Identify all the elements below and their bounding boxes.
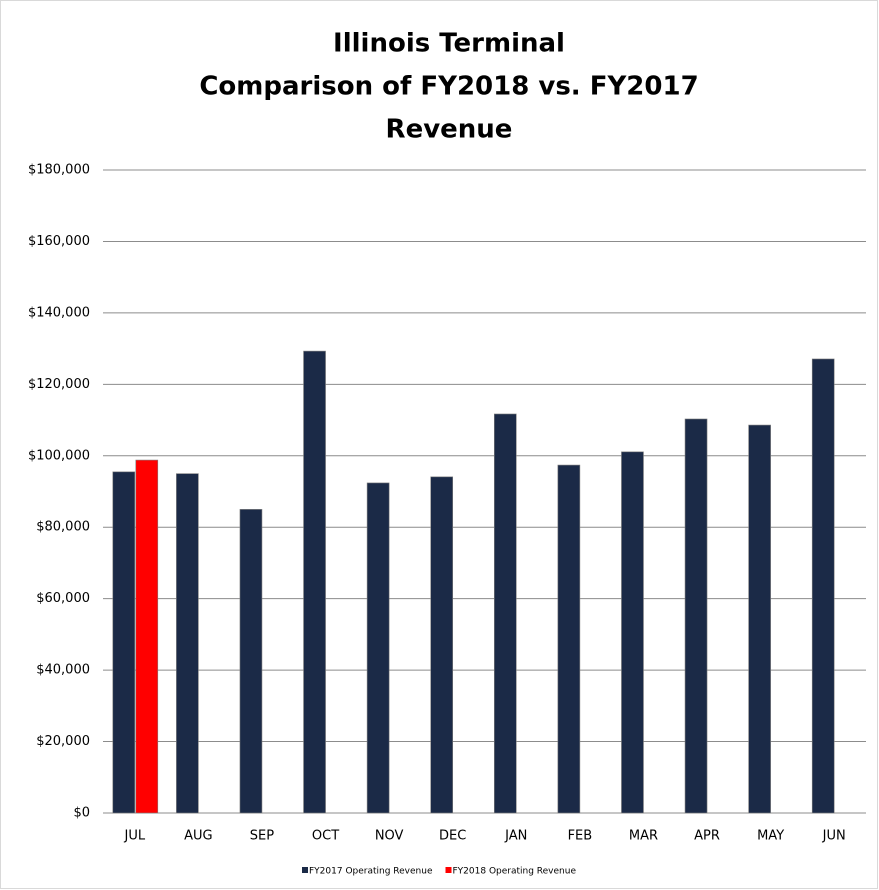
bar: [430, 476, 454, 814]
chart-title: Comparison of FY2018 vs. FY2017: [199, 72, 698, 102]
x-tick-label: MAY: [757, 829, 784, 844]
y-tick-label: $120,000: [28, 377, 90, 392]
x-tick-label: DEC: [439, 829, 466, 844]
bar: [239, 509, 263, 814]
x-tick-label: JUN: [822, 829, 846, 844]
x-tick-label: OCT: [312, 829, 339, 844]
bar: [748, 424, 771, 814]
bar: [811, 358, 835, 814]
legend-swatch: [445, 867, 452, 873]
chart-title: Revenue: [386, 115, 513, 145]
bar: [135, 459, 159, 814]
x-tick-label: JAN: [504, 829, 527, 844]
y-tick-label: $80,000: [36, 520, 90, 535]
y-tick-label: $180,000: [28, 163, 90, 178]
y-tick-label: $20,000: [36, 734, 90, 749]
x-tick-label: FEB: [568, 829, 593, 844]
legend-label: FY2018 Operating Revenue: [453, 867, 577, 877]
y-tick-label: $100,000: [28, 448, 90, 463]
x-tick-label: APR: [694, 829, 720, 844]
x-tick-label: AUG: [184, 829, 212, 844]
bar: [621, 451, 644, 814]
y-tick-label: $60,000: [36, 591, 90, 606]
y-tick-label: $40,000: [36, 663, 90, 678]
x-tick-label: JUL: [123, 829, 145, 844]
bar: [493, 413, 517, 814]
y-tick-label: $140,000: [28, 305, 90, 320]
legend-label: FY2017 Operating Revenue: [309, 867, 433, 877]
legend-swatch: [302, 867, 308, 873]
x-tick-label: MAR: [629, 829, 658, 844]
bar: [366, 482, 390, 814]
y-tick-label: $0: [73, 806, 90, 821]
y-tick-label: $160,000: [28, 234, 90, 249]
bar: [176, 473, 199, 814]
x-tick-label: NOV: [375, 829, 404, 844]
x-tick-label: SEP: [250, 829, 274, 844]
bar: [684, 418, 708, 814]
bar: [303, 350, 326, 814]
bar: [557, 464, 581, 814]
bar: [112, 471, 136, 814]
chart-title: Illinois Terminal: [333, 29, 565, 59]
